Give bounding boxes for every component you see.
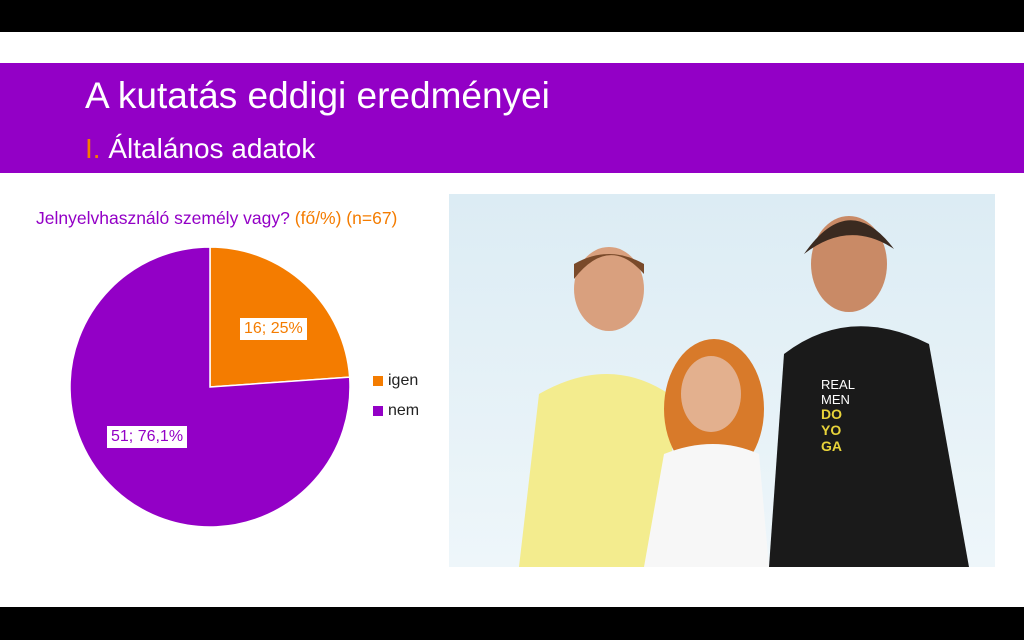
photo-illustration: REAL MEN DO YO GA	[519, 216, 969, 567]
data-label-igen: 16; 25%	[240, 318, 307, 340]
subtitle-text: Általános adatok	[108, 133, 316, 164]
chart-title-text: Jelnyelvhasználó személy vagy?	[36, 208, 290, 228]
legend-swatch-igen	[373, 376, 383, 386]
legend-label-igen: igen	[388, 372, 419, 389]
svg-text:DO: DO	[821, 406, 842, 422]
slide: A kutatás eddigi eredményei I. Általános…	[0, 32, 1024, 607]
legend-swatch-nem	[373, 406, 383, 416]
svg-text:REAL: REAL	[821, 377, 855, 392]
svg-text:MEN: MEN	[821, 392, 850, 407]
legend-item-nem: nem	[373, 402, 419, 420]
title-band: A kutatás eddigi eredményei I. Általános…	[0, 63, 1024, 173]
svg-text:YO: YO	[821, 422, 841, 438]
photo-three-people: REAL MEN DO YO GA	[449, 194, 995, 567]
svg-text:GA: GA	[821, 438, 842, 454]
data-label-nem: 51; 76,1%	[107, 426, 188, 448]
pie-slice-nem	[69, 246, 351, 528]
pie-chart	[69, 246, 351, 528]
legend-label-nem: nem	[388, 402, 420, 419]
slide-title: A kutatás eddigi eredményei	[85, 75, 550, 116]
pie-slice-igen	[209, 246, 351, 388]
legend-item-igen: igen	[373, 372, 418, 390]
chart-title: Jelnyelvhasználó személy vagy? (fő/%) (n…	[36, 208, 397, 229]
chart-title-suffix: (fő/%) (n=67)	[294, 208, 398, 228]
slide-subtitle: I. Általános adatok	[85, 133, 315, 165]
subtitle-number: I.	[85, 133, 101, 164]
